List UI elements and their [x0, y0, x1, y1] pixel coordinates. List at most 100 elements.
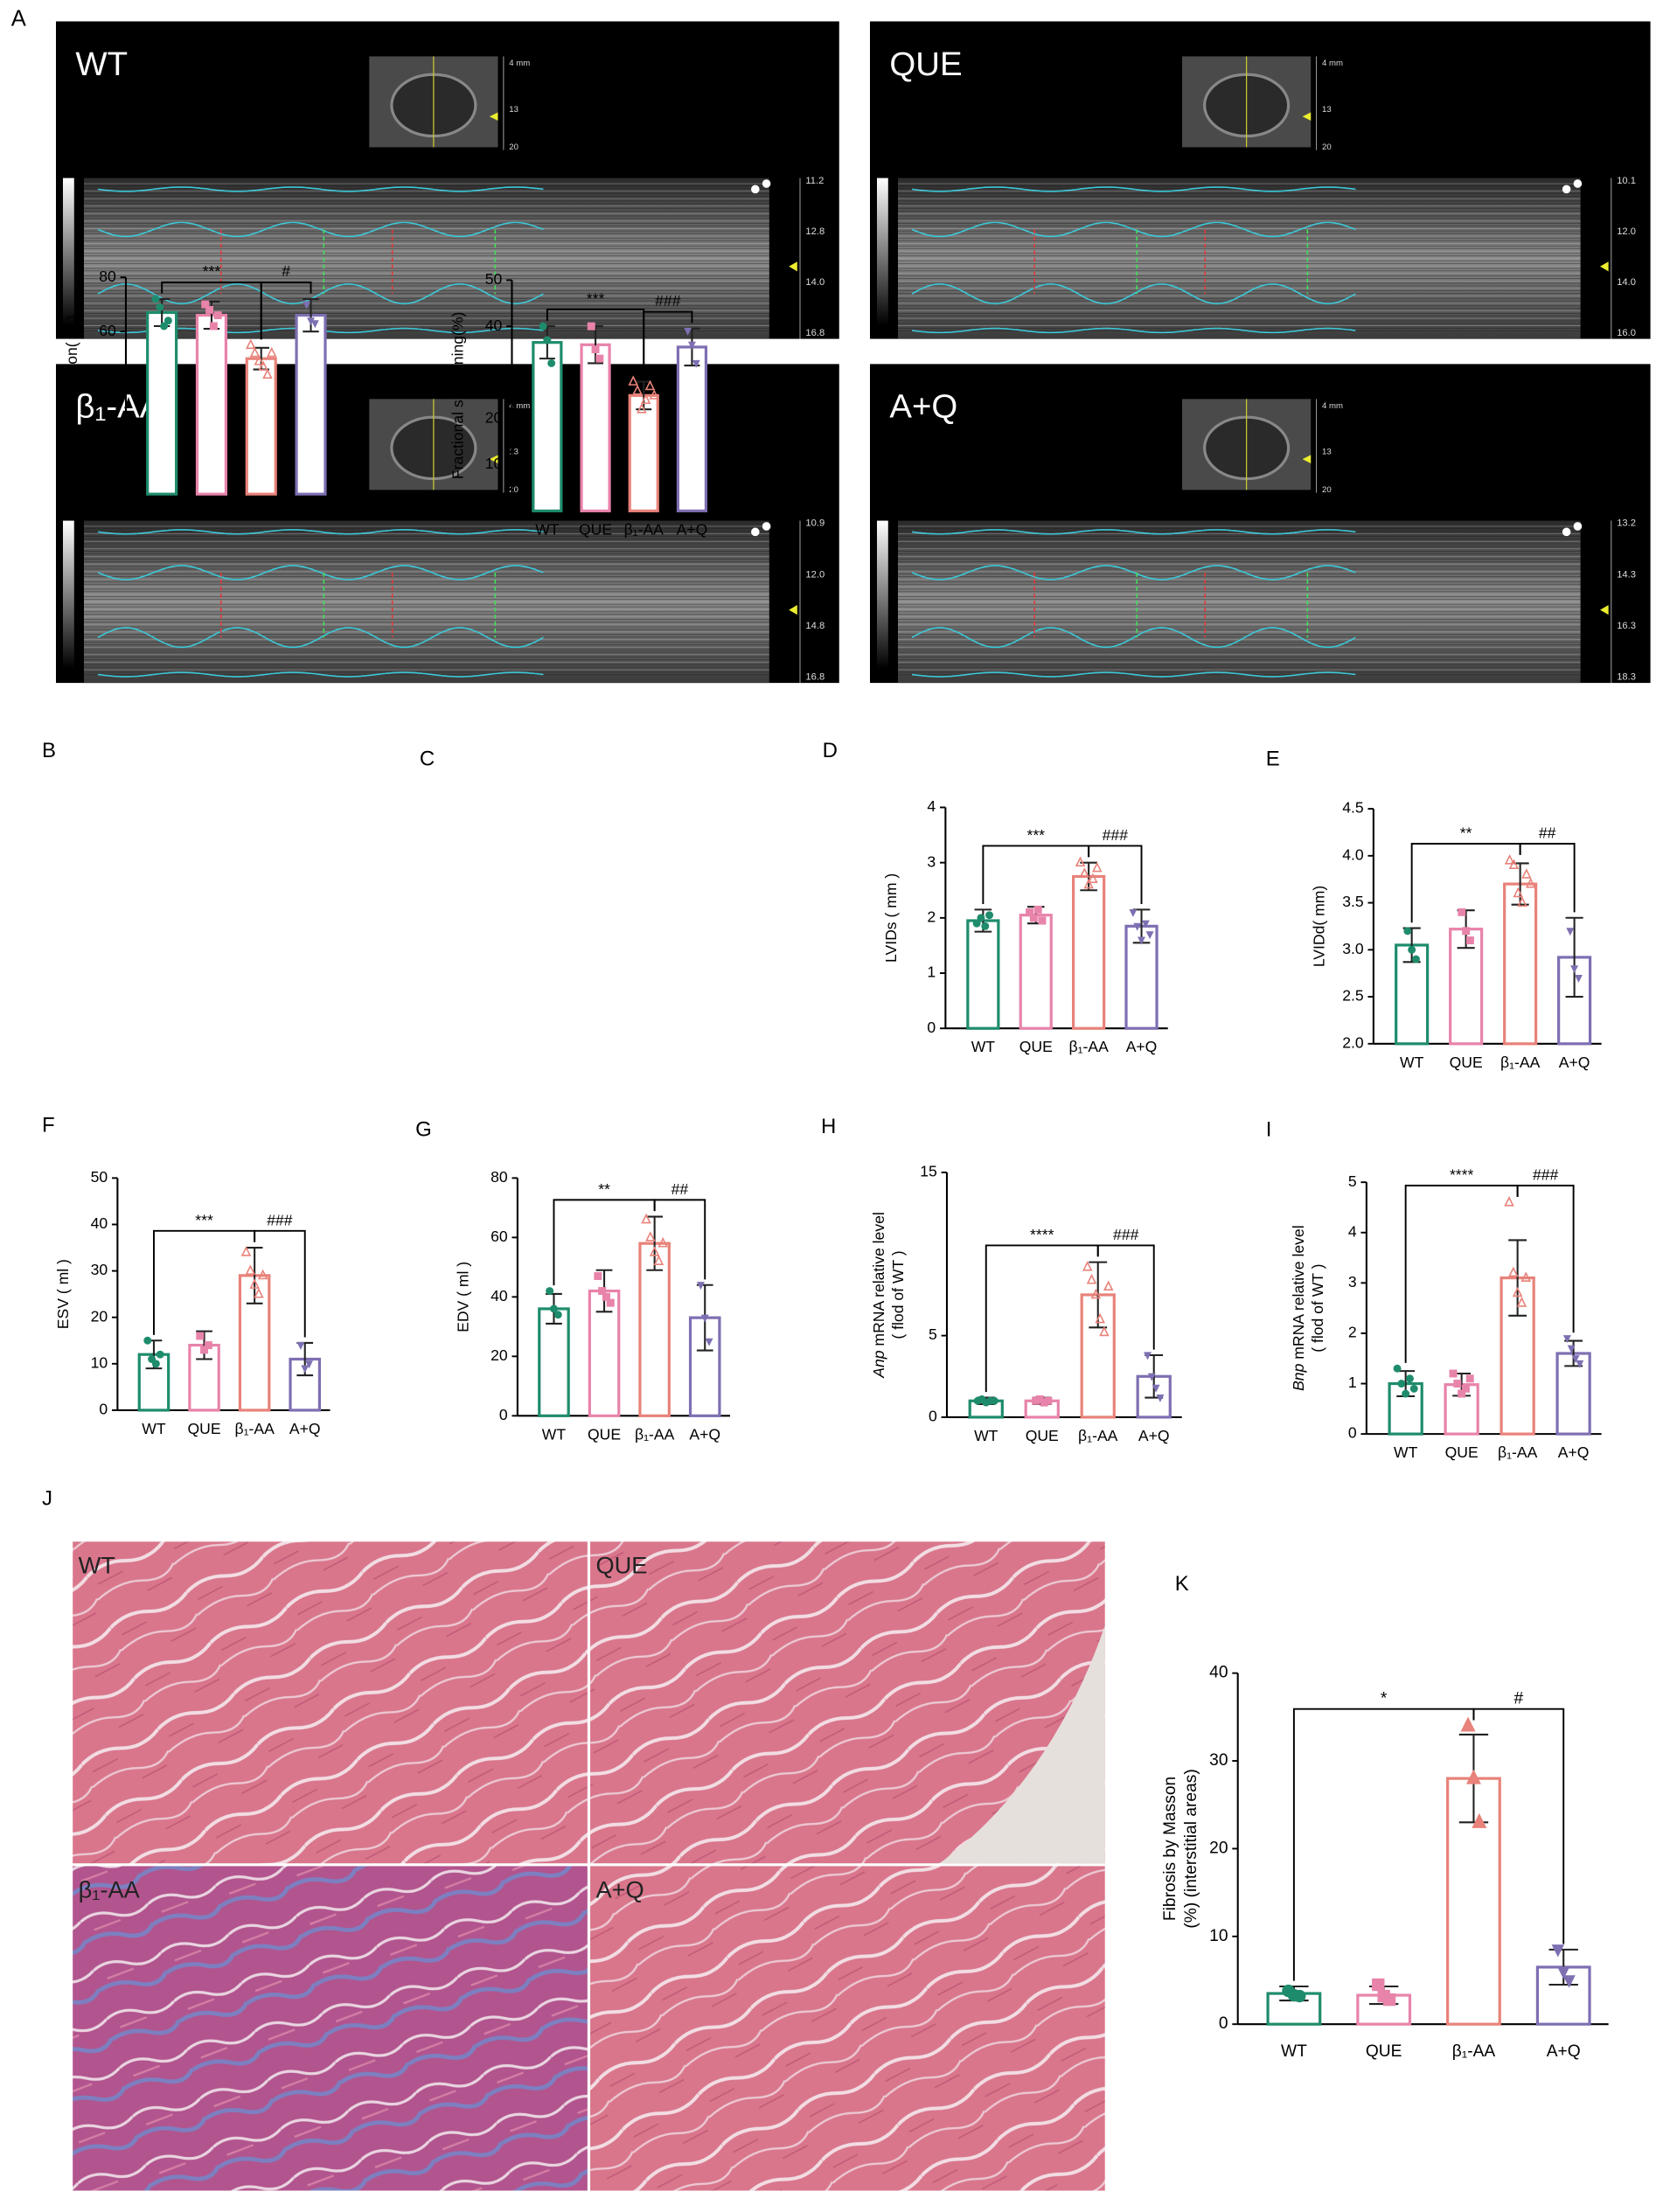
- y-tick-label: 40: [485, 316, 503, 334]
- data-point: [658, 1237, 669, 1248]
- data-point: [160, 322, 169, 330]
- y-tick-label: 0: [99, 1401, 108, 1418]
- data-point: [1083, 878, 1094, 889]
- echo-depth-label: 4 mm: [509, 59, 530, 68]
- bar: [245, 357, 277, 496]
- y-tick-label: 3.5: [1342, 893, 1364, 910]
- data-point: [1147, 1373, 1156, 1381]
- echo-scale-label: 11.2: [805, 176, 824, 186]
- data-point: [1156, 1394, 1165, 1402]
- data-point: [1465, 1374, 1474, 1383]
- y-tick-label: 20: [99, 430, 116, 448]
- y-axis-label: LVIDd( mm): [1311, 886, 1328, 967]
- x-tick-label: β₁-AA: [1068, 1038, 1109, 1055]
- data-point: [240, 1246, 252, 1256]
- echo-trace: [911, 565, 1356, 581]
- echo-trace: [97, 221, 544, 238]
- data-point: [981, 922, 990, 930]
- data-point: [1574, 974, 1583, 983]
- echo-depth-label: 13: [509, 105, 518, 115]
- x-tick-label: WT: [1394, 1443, 1418, 1461]
- y-tick-label: 50: [91, 1168, 108, 1186]
- echo-gray-bar: [876, 520, 888, 670]
- data-point: [143, 1336, 152, 1345]
- x-tick-label: β₁-AA: [624, 520, 665, 538]
- data-point: [1411, 955, 1420, 963]
- echo-marker: [789, 605, 797, 616]
- data-point: [1099, 1325, 1110, 1337]
- data-point: [606, 1298, 615, 1307]
- data-point: [1508, 859, 1520, 869]
- significance-bracket: [1519, 843, 1576, 913]
- data-point: [645, 1231, 656, 1242]
- data-point: [1562, 1975, 1576, 1988]
- x-tick-label: WT: [1281, 2042, 1307, 2061]
- echo-icon: [1562, 184, 1571, 194]
- data-point: [303, 301, 311, 310]
- y-tick-label: 20: [491, 1346, 508, 1364]
- y-tick-label: 80: [99, 268, 116, 285]
- data-point: [1571, 1355, 1580, 1364]
- y-tick-label: 60: [491, 1228, 508, 1245]
- data-point: [1520, 1271, 1532, 1282]
- data-point: [1465, 936, 1474, 945]
- y-tick-label: 3: [927, 852, 936, 870]
- significance-label: ##: [1539, 824, 1556, 841]
- x-tick-label: β₁-AA: [1078, 1427, 1118, 1444]
- significance-label: ##: [671, 1180, 689, 1198]
- histology-background: [939, 1625, 1105, 1864]
- histology-label: β₁-AA: [79, 1875, 141, 1902]
- echo-marker: [1302, 455, 1312, 463]
- y-tick-label: 40: [99, 376, 116, 393]
- x-tick-label: QUE: [195, 504, 228, 521]
- echo-trace: [97, 529, 544, 535]
- panel-letter: J: [42, 1487, 52, 1511]
- y-tick-label: 30: [1209, 1751, 1228, 1770]
- data-point: [164, 316, 172, 325]
- echo-label: A+Q: [889, 388, 957, 426]
- data-point: [1576, 1360, 1584, 1368]
- echo-depth-label: 13: [1322, 448, 1332, 457]
- x-tick-label: β₁-AA: [1452, 2042, 1496, 2061]
- data-point: [266, 346, 277, 358]
- data-point: [640, 393, 651, 405]
- significance-label: **: [598, 1180, 610, 1198]
- data-point: [546, 1287, 554, 1296]
- data-point: [1026, 908, 1034, 917]
- y-tick-label: 0: [108, 484, 116, 502]
- echo-scale-label: 14.0: [805, 277, 825, 288]
- y-tick-label: 20: [485, 408, 503, 426]
- data-point: [1032, 1396, 1040, 1405]
- echo-trace: [911, 283, 1356, 305]
- x-tick-label: WT: [974, 1427, 998, 1444]
- panel-letter: H: [821, 1115, 836, 1138]
- significance-label: ****: [1030, 1226, 1054, 1243]
- y-axis-label: EDV ( ml ): [455, 1262, 472, 1332]
- data-point: [602, 1292, 610, 1301]
- significance-label: ****: [1450, 1165, 1474, 1183]
- echo-gray-bar: [62, 177, 74, 325]
- significance-label: ***: [195, 1211, 213, 1228]
- data-point: [1570, 965, 1579, 974]
- data-point: [1152, 1384, 1160, 1393]
- echo-scale-label: 12.0: [1617, 226, 1636, 237]
- data-point: [1372, 1978, 1385, 1992]
- y-axis-label: ESV ( ml ): [54, 1259, 72, 1329]
- y-tick-label: 0: [493, 501, 502, 518]
- data-point: [595, 354, 604, 363]
- y-tick-label: 2: [1348, 1324, 1357, 1341]
- echo-depth-label: 20: [509, 143, 518, 152]
- data-point: [296, 1341, 305, 1350]
- y-tick-label: 5: [929, 1325, 937, 1343]
- echo-icon: [1573, 179, 1583, 188]
- echo-depth-label: 4 mm: [509, 401, 530, 411]
- data-point: [1038, 916, 1047, 925]
- echo-marker: [789, 261, 797, 272]
- data-point: [1095, 1312, 1105, 1324]
- y-tick-label: 3: [1348, 1273, 1357, 1290]
- data-point: [1562, 1335, 1571, 1344]
- data-point: [1461, 1384, 1470, 1393]
- x-tick-label: WT: [1400, 1054, 1424, 1071]
- echo-scale-label: 16.3: [1617, 621, 1636, 631]
